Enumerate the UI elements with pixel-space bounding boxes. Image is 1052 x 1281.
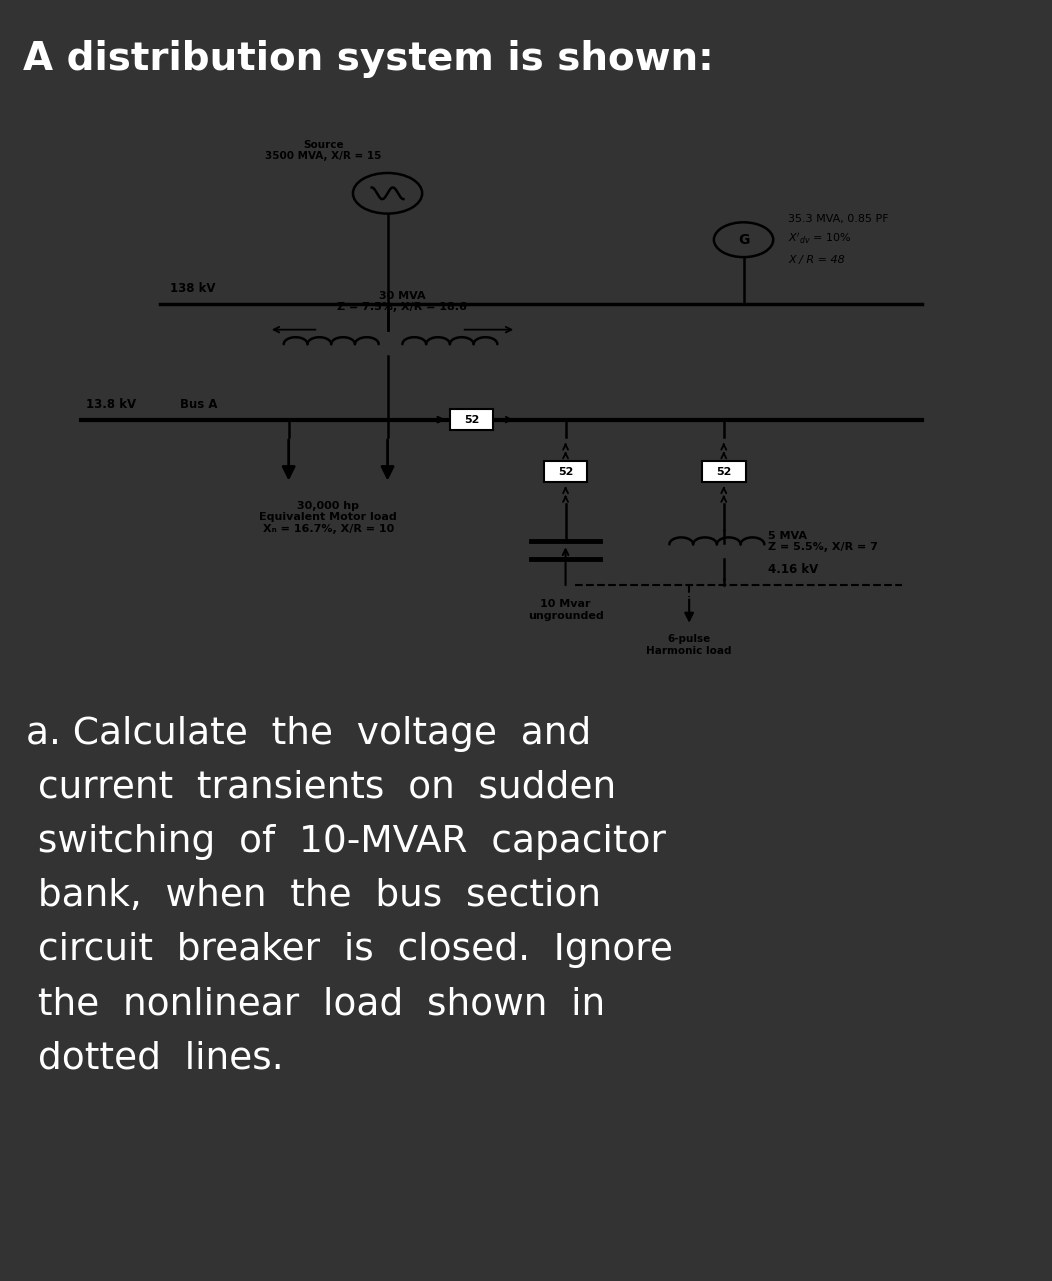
Text: Bus A: Bus A (180, 398, 218, 411)
Text: a. Calculate  the  voltage  and
 current  transients  on  sudden
 switching  of : a. Calculate the voltage and current tra… (26, 716, 673, 1077)
Text: 52: 52 (464, 415, 480, 424)
Text: 52: 52 (558, 466, 573, 477)
Text: 30 MVA
Z = 7.5%, X/R = 18.6: 30 MVA Z = 7.5%, X/R = 18.6 (338, 291, 467, 313)
Bar (450, 409, 493, 430)
Text: X / R = 48: X / R = 48 (788, 255, 845, 265)
Bar (702, 461, 746, 482)
Bar (544, 461, 587, 482)
Text: 10 Mvar
ungrounded: 10 Mvar ungrounded (528, 600, 604, 621)
Text: Source
3500 MVA, X/R = 15: Source 3500 MVA, X/R = 15 (265, 140, 382, 161)
Text: 52: 52 (716, 466, 731, 477)
Text: 4.16 kV: 4.16 kV (768, 564, 818, 576)
Text: 5 MVA
Z = 5.5%, X/R = 7: 5 MVA Z = 5.5%, X/R = 7 (768, 530, 878, 552)
Text: G: G (737, 233, 749, 247)
Text: 138 kV: 138 kV (170, 282, 216, 295)
Text: $X'_{dv}$ = 10%: $X'_{dv}$ = 10% (788, 231, 852, 246)
Text: 35.3 MVA, 0.85 PF: 35.3 MVA, 0.85 PF (788, 214, 889, 224)
Text: 30,000 hp
Equivalent Motor load
Xₙ = 16.7%, X/R = 10: 30,000 hp Equivalent Motor load Xₙ = 16.… (260, 501, 397, 534)
Text: 13.8 kV: 13.8 kV (86, 398, 136, 411)
Text: 6-pulse
Harmonic load: 6-pulse Harmonic load (646, 634, 732, 656)
Text: A distribution system is shown:: A distribution system is shown: (23, 40, 714, 78)
